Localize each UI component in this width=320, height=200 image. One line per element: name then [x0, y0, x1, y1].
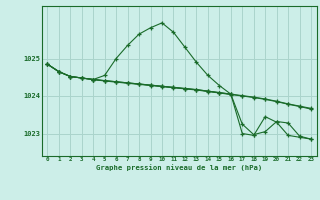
X-axis label: Graphe pression niveau de la mer (hPa): Graphe pression niveau de la mer (hPa) [96, 164, 262, 171]
